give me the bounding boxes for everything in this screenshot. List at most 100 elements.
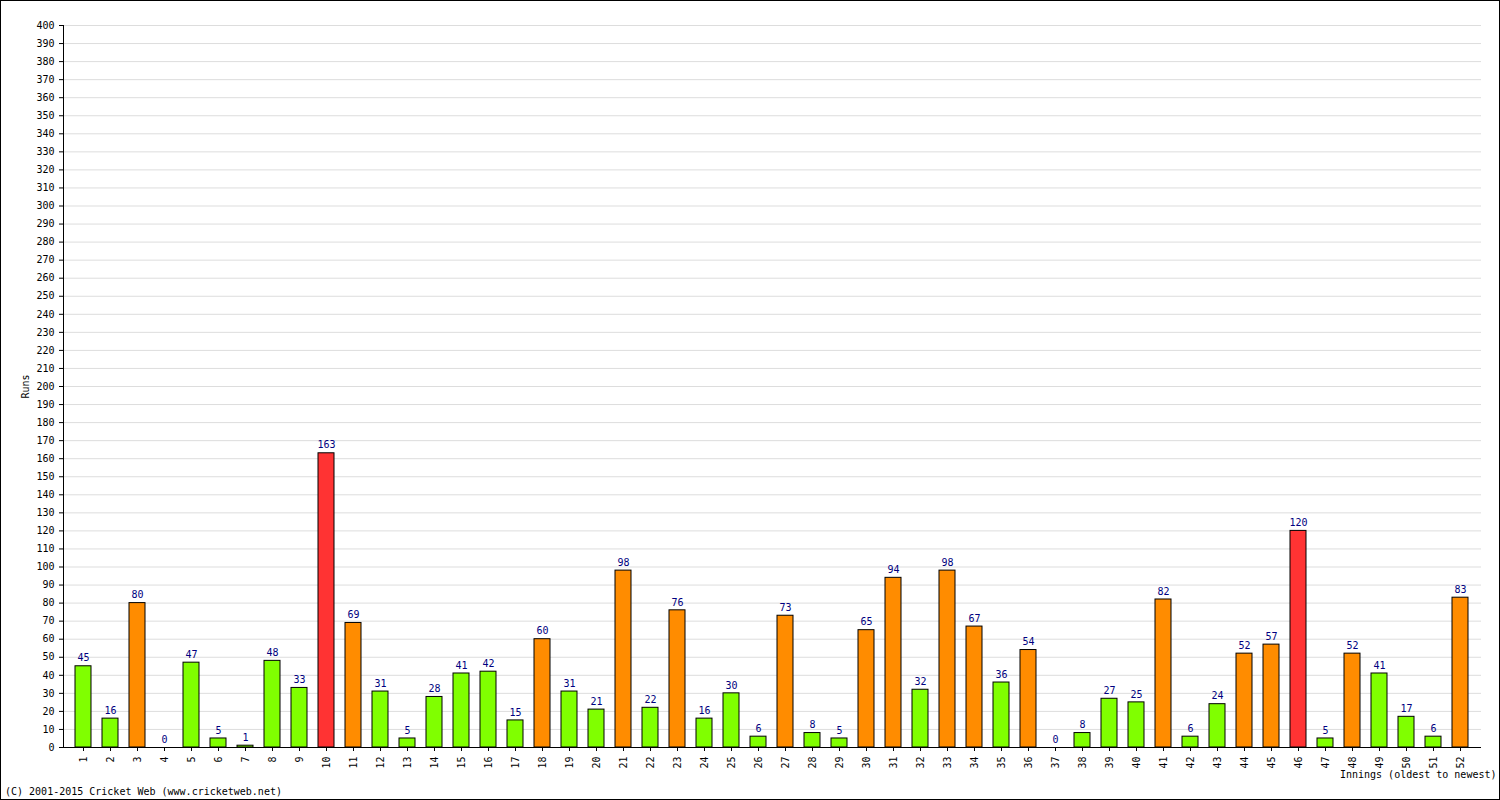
svg-text:50: 50 (42, 651, 54, 662)
svg-text:190: 190 (36, 399, 54, 410)
svg-text:100: 100 (36, 561, 54, 572)
svg-text:Runs: Runs (20, 374, 31, 398)
svg-text:14: 14 (429, 757, 440, 769)
svg-text:48: 48 (1347, 757, 1358, 769)
svg-text:80: 80 (131, 589, 143, 600)
svg-text:70: 70 (42, 615, 54, 626)
svg-text:200: 200 (36, 381, 54, 392)
svg-text:180: 180 (36, 417, 54, 428)
svg-text:330: 330 (36, 146, 54, 157)
svg-text:18: 18 (537, 757, 548, 769)
svg-text:13: 13 (402, 757, 413, 769)
svg-text:8: 8 (267, 757, 278, 763)
svg-text:6: 6 (755, 723, 761, 734)
svg-text:33: 33 (293, 674, 305, 685)
svg-text:47: 47 (185, 649, 197, 660)
svg-text:12: 12 (375, 757, 386, 769)
svg-text:25: 25 (1130, 689, 1142, 700)
svg-text:16: 16 (104, 705, 116, 716)
svg-text:240: 240 (36, 309, 54, 320)
svg-text:380: 380 (36, 56, 54, 67)
svg-text:24: 24 (1211, 690, 1223, 701)
svg-text:7: 7 (240, 757, 251, 763)
svg-text:26: 26 (753, 757, 764, 769)
svg-text:210: 210 (36, 363, 54, 374)
svg-text:47: 47 (1320, 757, 1331, 769)
svg-text:46: 46 (1293, 757, 1304, 769)
svg-text:33: 33 (942, 757, 953, 769)
svg-text:280: 280 (36, 236, 54, 247)
svg-text:390: 390 (36, 38, 54, 49)
svg-text:65: 65 (860, 616, 872, 627)
svg-text:27: 27 (1103, 685, 1115, 696)
svg-text:37: 37 (1050, 757, 1061, 769)
svg-text:6: 6 (1430, 723, 1436, 734)
svg-text:25: 25 (726, 757, 737, 769)
svg-text:27: 27 (780, 757, 791, 769)
svg-text:94: 94 (887, 564, 899, 575)
svg-text:163: 163 (317, 439, 335, 450)
svg-text:20: 20 (591, 757, 602, 769)
svg-text:21: 21 (590, 696, 602, 707)
svg-text:40: 40 (42, 670, 54, 681)
svg-text:28: 28 (807, 757, 818, 769)
svg-text:80: 80 (42, 597, 54, 608)
svg-text:0: 0 (161, 734, 167, 745)
svg-text:30: 30 (725, 680, 737, 691)
svg-text:11: 11 (348, 757, 359, 769)
svg-text:120: 120 (1289, 517, 1307, 528)
svg-text:10: 10 (321, 757, 332, 769)
svg-text:15: 15 (509, 707, 521, 718)
svg-text:57: 57 (1265, 631, 1277, 642)
svg-text:6: 6 (1187, 723, 1193, 734)
svg-text:5: 5 (836, 725, 842, 736)
svg-text:8: 8 (1079, 719, 1085, 730)
svg-text:29: 29 (834, 757, 845, 769)
svg-text:6: 6 (213, 757, 224, 763)
svg-text:220: 220 (36, 345, 54, 356)
svg-text:28: 28 (428, 683, 440, 694)
svg-text:32: 32 (914, 676, 926, 687)
svg-text:290: 290 (36, 218, 54, 229)
svg-text:17: 17 (1400, 703, 1412, 714)
svg-text:400: 400 (36, 20, 54, 31)
svg-text:19: 19 (564, 757, 575, 769)
svg-text:34: 34 (969, 757, 980, 769)
svg-text:22: 22 (644, 694, 656, 705)
svg-text:98: 98 (941, 557, 953, 568)
svg-text:24: 24 (699, 757, 710, 769)
svg-text:90: 90 (42, 579, 54, 590)
svg-text:38: 38 (1077, 757, 1088, 769)
svg-text:31: 31 (888, 757, 899, 769)
svg-text:39: 39 (1104, 757, 1115, 769)
svg-text:170: 170 (36, 435, 54, 446)
svg-text:40: 40 (1131, 757, 1142, 769)
svg-text:5: 5 (404, 725, 410, 736)
svg-text:320: 320 (36, 164, 54, 175)
svg-text:23: 23 (672, 757, 683, 769)
svg-text:310: 310 (36, 182, 54, 193)
svg-text:41: 41 (455, 660, 467, 671)
svg-text:360: 360 (36, 92, 54, 103)
svg-text:45: 45 (1266, 757, 1277, 769)
svg-text:60: 60 (42, 633, 54, 644)
svg-text:41: 41 (1158, 757, 1169, 769)
svg-text:50: 50 (1401, 757, 1412, 769)
svg-text:1: 1 (78, 757, 89, 763)
svg-text:20: 20 (42, 706, 54, 717)
svg-text:52: 52 (1346, 640, 1358, 651)
svg-text:82: 82 (1157, 586, 1169, 597)
svg-text:Innings (oldest to newest): Innings (oldest to newest) (1340, 769, 1497, 780)
svg-text:5: 5 (186, 757, 197, 763)
svg-text:140: 140 (36, 489, 54, 500)
svg-text:32: 32 (915, 757, 926, 769)
svg-text:41: 41 (1373, 660, 1385, 671)
svg-text:45: 45 (77, 652, 89, 663)
svg-text:83: 83 (1454, 584, 1466, 595)
svg-text:270: 270 (36, 254, 54, 265)
svg-text:36: 36 (995, 669, 1007, 680)
svg-text:350: 350 (36, 110, 54, 121)
svg-text:51: 51 (1428, 757, 1439, 769)
svg-text:10: 10 (42, 724, 54, 735)
svg-text:160: 160 (36, 453, 54, 464)
